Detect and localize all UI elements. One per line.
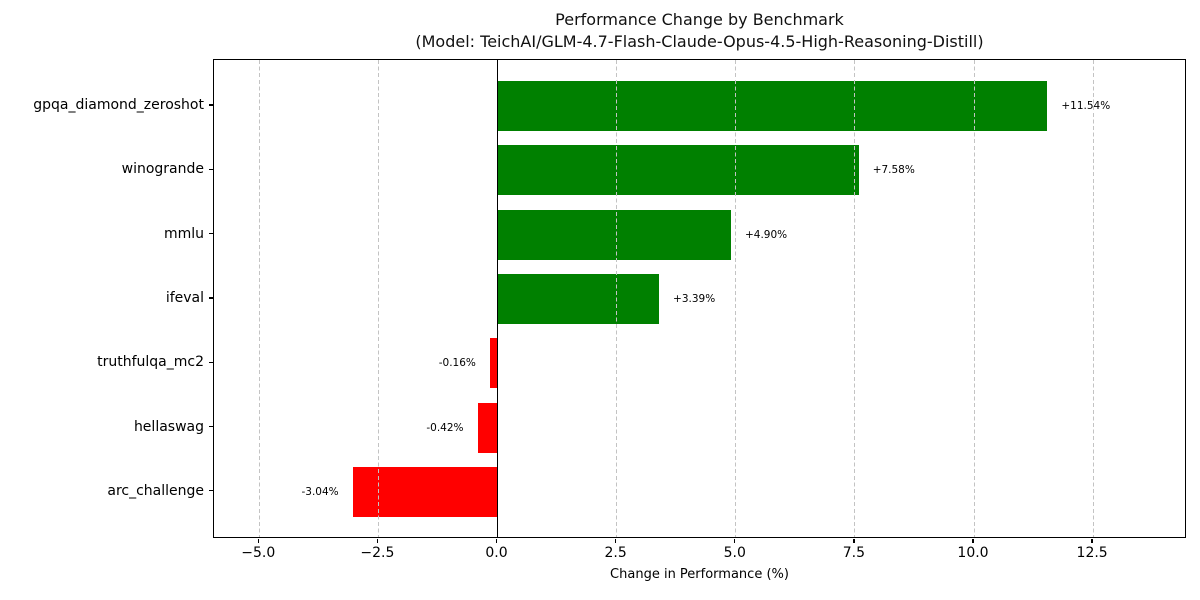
bar-ifeval xyxy=(497,273,660,324)
chart-title-block: Performance Change by Benchmark (Model: … xyxy=(213,9,1186,52)
bar-truthfulqa_mc2 xyxy=(489,338,498,389)
x-tick-label--5: −5.0 xyxy=(241,545,276,561)
y-tick-mark xyxy=(209,168,213,170)
y-tick-label-ifeval: ifeval xyxy=(165,289,204,306)
y-tick-mark xyxy=(209,232,213,235)
y-tick-mark xyxy=(209,490,213,492)
plot-area: +11.54% +7.58% +4.90% +3.39% -0.16% -0.42% -3.… xyxy=(213,59,1186,538)
gridline-x-2.5 xyxy=(616,60,618,537)
y-tick-label-gpqa_diamond_zeroshot: gpqa_diamond_zeroshot xyxy=(33,97,204,113)
y-tick-label-winogrande: winogrande xyxy=(121,161,204,178)
x-tick-mark xyxy=(614,539,617,543)
x-tick-label-0: 0.0 xyxy=(485,545,508,561)
y-tick-mark xyxy=(209,425,213,428)
chart-subtitle: (Model: TeichAI/GLM-4.7-Flash-Claude-Opu… xyxy=(415,31,984,51)
bar-winogrande xyxy=(497,145,859,196)
y-tick-mark xyxy=(209,297,213,299)
gridline-x--5 xyxy=(258,60,260,537)
x-tick-mark xyxy=(1091,539,1093,543)
bar-gpqa_diamond_zeroshot xyxy=(497,81,1048,131)
x-axis-label: Change in Performance (%) xyxy=(610,567,789,582)
x-tick-mark xyxy=(495,539,498,543)
x-tick-mark xyxy=(257,539,259,543)
x-tick-label--2.5: −2.5 xyxy=(360,545,395,561)
y-tick-label-truthfulqa_mc2: truthfulqa_mc2 xyxy=(97,354,204,371)
value-label-mmlu: +4.90% xyxy=(744,228,788,241)
gridline-x-5 xyxy=(735,60,737,537)
x-tick-label-7.5: 7.5 xyxy=(842,545,866,561)
chart-title: Performance Change by Benchmark xyxy=(555,10,844,29)
value-label-hellaswag: -0.42% xyxy=(426,421,464,434)
x-tick-mark xyxy=(734,539,736,543)
x-tick-mark xyxy=(972,539,974,543)
value-label-winogrande: +7.58% xyxy=(872,164,915,177)
value-label-truthfulqa_mc2: -0.16% xyxy=(438,357,476,370)
gridline-x-10 xyxy=(973,60,975,537)
x-tick-label-10: 10.0 xyxy=(957,545,989,561)
x-tick-label-2.5: 2.5 xyxy=(604,545,627,561)
x-tick-label-5: 5.0 xyxy=(723,545,746,561)
y-tick-label-hellaswag: hellaswag xyxy=(133,418,204,435)
gridline-x-12.5 xyxy=(1092,60,1094,537)
x-tick-mark xyxy=(376,539,379,543)
zero-line xyxy=(496,60,499,537)
value-label-ifeval: +3.39% xyxy=(673,292,716,305)
bar-mmlu xyxy=(497,209,731,260)
gridline-x--2.5 xyxy=(377,60,379,537)
y-tick-label-arc_challenge: arc_challenge xyxy=(107,482,204,499)
y-tick-label-mmlu: mmlu xyxy=(163,225,204,242)
y-tick-mark xyxy=(209,104,213,106)
value-label-arc_challenge: -3.04% xyxy=(301,485,339,498)
x-tick-label-12.5: 12.5 xyxy=(1076,545,1108,561)
gridline-x-7.5 xyxy=(854,60,856,537)
bar-arc_challenge xyxy=(352,466,498,517)
value-label-gpqa_diamond_zeroshot: +11.54% xyxy=(1061,100,1111,112)
bar-hellaswag xyxy=(477,402,498,453)
y-tick-mark xyxy=(209,361,213,363)
x-tick-mark xyxy=(853,539,855,543)
